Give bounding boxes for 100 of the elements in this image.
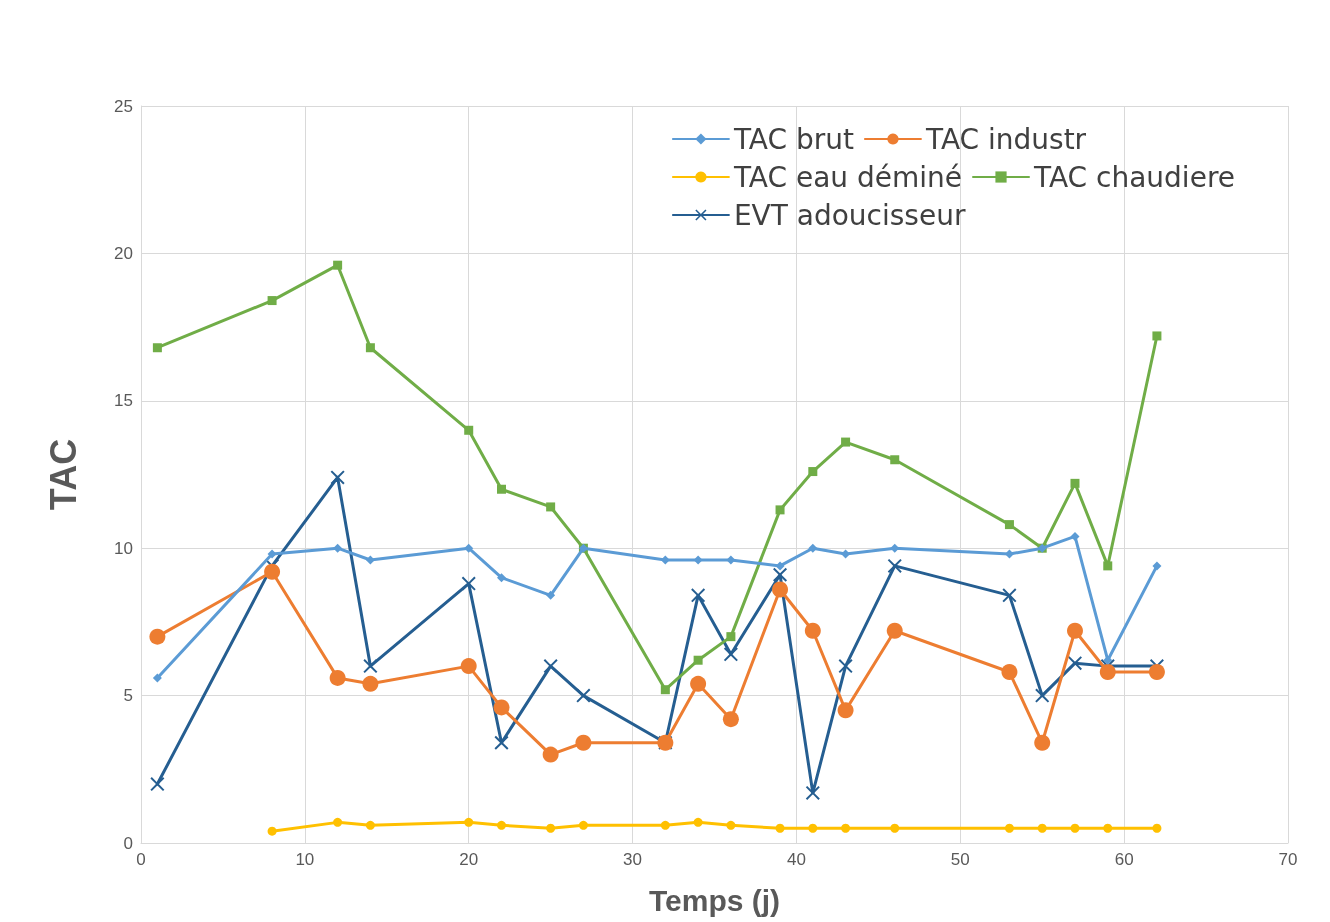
point [775, 505, 785, 515]
point [546, 823, 556, 833]
point [363, 659, 378, 674]
y-tick-label: 0 [123, 833, 133, 853]
point [365, 555, 375, 565]
y-tick-label: 5 [123, 686, 133, 706]
point [841, 437, 851, 447]
point [333, 817, 343, 827]
legend-label: EVT adoucisseur [733, 198, 966, 232]
point [464, 817, 474, 827]
point [841, 823, 851, 833]
legend-label: TAC chaudiere [1033, 160, 1236, 194]
point [267, 549, 277, 559]
point [1037, 823, 1047, 833]
point [464, 425, 474, 435]
point [772, 581, 789, 598]
point [693, 555, 703, 565]
point [496, 573, 506, 583]
point [690, 675, 707, 692]
point [837, 702, 854, 719]
point [890, 455, 900, 465]
point [890, 823, 900, 833]
point [775, 823, 785, 833]
y-tick-label: 10 [114, 538, 133, 558]
point [1152, 823, 1162, 833]
x-axis-title: Temps (j) [648, 883, 781, 917]
legend-label: TAC industr [924, 122, 1087, 156]
legend-label: TAC eau déminé [732, 160, 963, 194]
point [152, 673, 162, 683]
point [1002, 588, 1017, 603]
x-tick-label: 10 [295, 850, 315, 869]
point [149, 628, 166, 645]
point [150, 777, 165, 792]
point [333, 543, 343, 553]
point [722, 711, 739, 728]
point [808, 823, 818, 833]
point [1004, 823, 1014, 833]
point [1004, 520, 1014, 530]
point [887, 558, 902, 573]
point [267, 296, 277, 306]
y-tick-label: 20 [114, 243, 133, 263]
point [726, 555, 736, 565]
legend-label: TAC brut [732, 122, 854, 156]
point [838, 659, 853, 674]
point [1152, 331, 1162, 341]
point [496, 484, 506, 494]
point [267, 826, 277, 836]
point [808, 467, 818, 477]
y-tick-label: 15 [114, 391, 133, 411]
point [886, 622, 903, 639]
point [575, 734, 592, 751]
point [660, 685, 670, 695]
point [543, 659, 558, 674]
point [264, 563, 281, 580]
y-axis-title: TAC [42, 438, 84, 511]
x-tick-label: 70 [1278, 850, 1298, 869]
y-tick-label: 25 [114, 96, 133, 116]
point [496, 820, 506, 830]
point [1103, 823, 1113, 833]
point [460, 658, 477, 675]
x-tick-label: 40 [786, 850, 806, 869]
point [1099, 664, 1116, 681]
point [365, 343, 375, 353]
point [152, 343, 162, 353]
point [808, 543, 818, 553]
x-tick-label: 50 [950, 850, 970, 869]
x-tick-label: 20 [459, 850, 479, 869]
point [773, 567, 788, 582]
point [691, 588, 706, 603]
point [546, 502, 556, 512]
point [1070, 531, 1080, 541]
point [775, 561, 785, 571]
point [365, 820, 375, 830]
point [330, 470, 345, 485]
point [546, 590, 556, 600]
x-tick-label: 30 [623, 850, 643, 869]
point [542, 746, 559, 763]
point [1001, 664, 1018, 681]
point [1034, 734, 1051, 751]
point [464, 543, 474, 553]
point [804, 622, 821, 639]
point [578, 820, 588, 830]
point [1103, 561, 1113, 571]
point [576, 688, 591, 703]
x-tick-label: 0 [136, 850, 146, 869]
point [333, 260, 343, 270]
point [726, 820, 736, 830]
point [1067, 656, 1082, 671]
point [362, 675, 379, 692]
point [1067, 622, 1083, 639]
point [1152, 561, 1162, 571]
point [693, 655, 703, 665]
point [493, 699, 510, 716]
point [723, 647, 738, 662]
point [726, 632, 736, 642]
point [329, 669, 346, 686]
point [494, 735, 509, 750]
point [1070, 823, 1080, 833]
point [461, 576, 476, 591]
x-tick-label: 60 [1114, 850, 1134, 869]
